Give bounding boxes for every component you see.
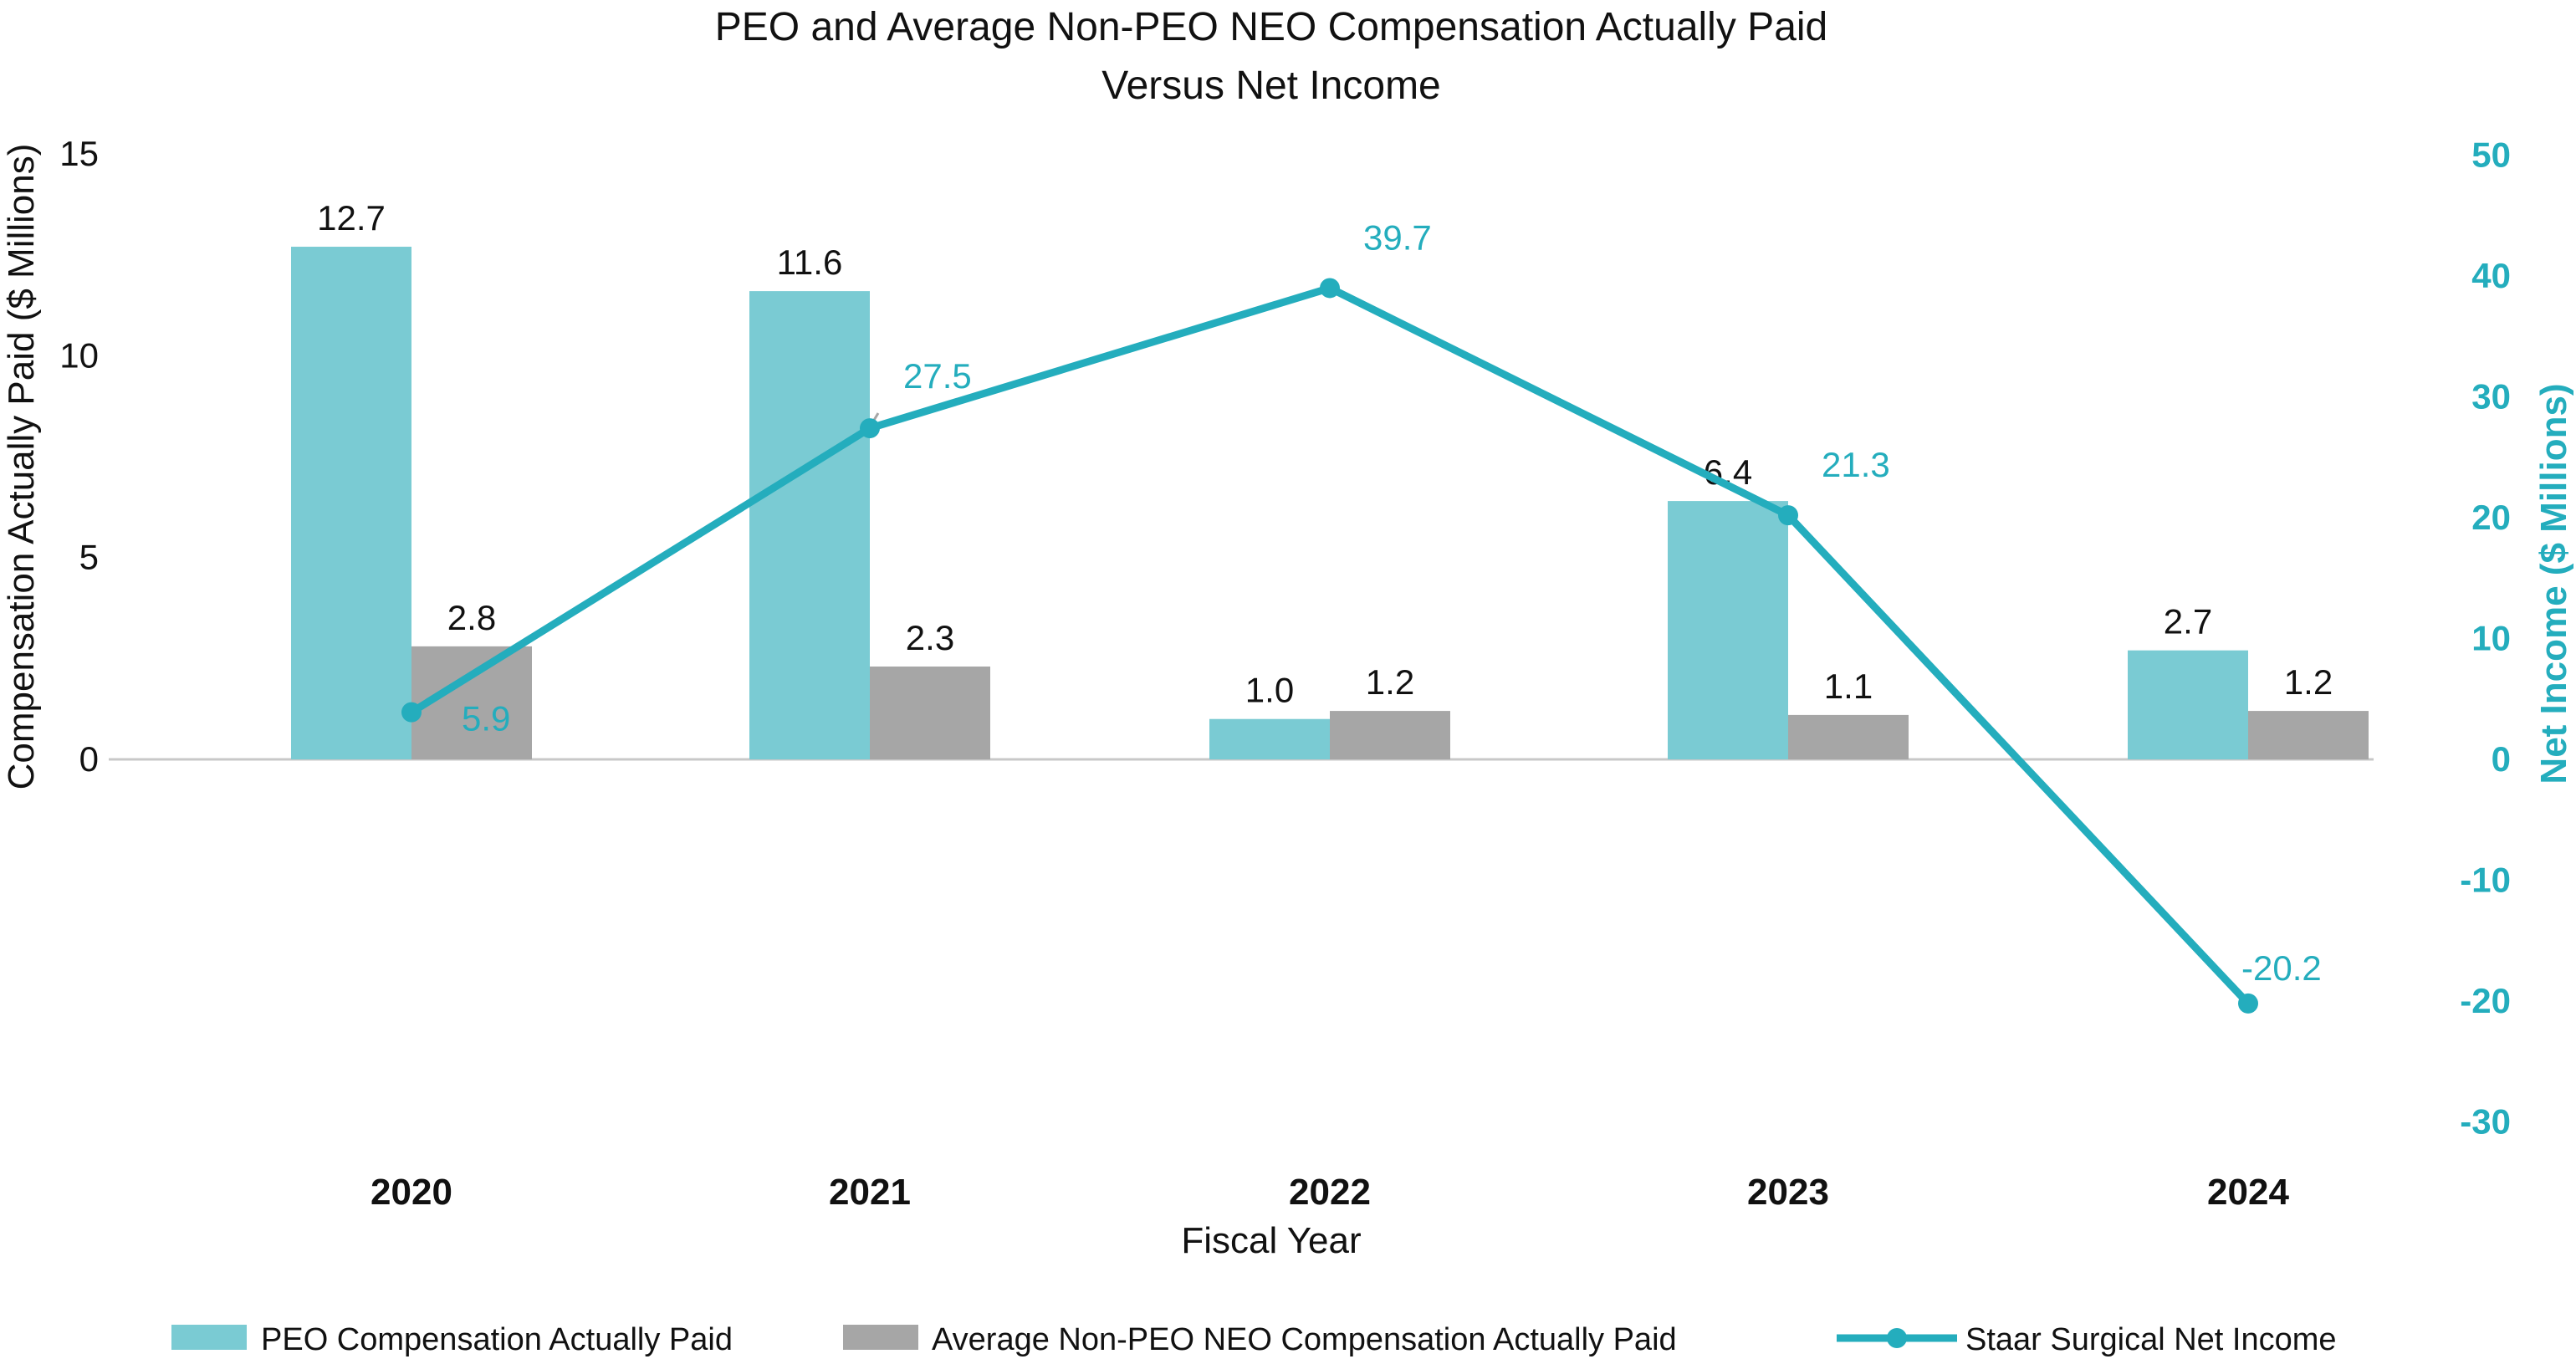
net-income-point-2024 — [2238, 993, 2258, 1014]
left-axis-ticks: 0 5 10 15 — [59, 134, 99, 779]
right-tick-label: 30 — [2471, 377, 2511, 416]
right-tick-label: 20 — [2471, 498, 2511, 537]
bar-neo-2021 — [870, 666, 990, 759]
bar-label-peo-2024: 2.7 — [2164, 602, 2212, 641]
right-tick-label: -10 — [2460, 861, 2511, 900]
net-income-label-2022: 39.7 — [1363, 217, 1432, 257]
y-axis-label-right: Net Income ($ Millions) — [2533, 383, 2574, 784]
left-tick-label: 0 — [79, 739, 99, 779]
net-income-labels-group: 5.9 27.5 39.7 21.3 -20.2 — [462, 217, 2322, 987]
bar-label-neo-2020: 2.8 — [447, 598, 496, 637]
right-tick-label: 50 — [2471, 135, 2511, 175]
net-income-label-2021: 27.5 — [903, 356, 972, 396]
chart-title-line-2: Versus Net Income — [1101, 64, 1441, 108]
bar-label-neo-2024: 1.2 — [2284, 662, 2333, 702]
legend-label-peo: PEO Compensation Actually Paid — [261, 1322, 733, 1357]
x-axis-label: Fiscal Year — [1181, 1220, 1361, 1261]
left-tick-label: 15 — [59, 134, 99, 173]
net-income-line — [409, 284, 2251, 1006]
right-tick-label: 0 — [2492, 739, 2511, 779]
net-income-point-2023 — [1778, 505, 1798, 526]
x-category-2024: 2024 — [2207, 1172, 2289, 1213]
x-category-2021: 2021 — [829, 1172, 911, 1213]
legend: PEO Compensation Actually Paid Average N… — [171, 1322, 2337, 1357]
net-income-point-2022 — [1320, 278, 1340, 299]
bar-label-neo-2022: 1.2 — [1366, 662, 1414, 702]
right-tick-label: -20 — [2460, 981, 2511, 1020]
left-tick-label: 10 — [59, 335, 99, 375]
bar-peo-2024 — [2128, 650, 2248, 759]
right-tick-label: 10 — [2471, 619, 2511, 658]
bar-neo-2023 — [1788, 714, 1909, 759]
bar-peo-2021 — [749, 291, 870, 759]
bar-peo-2020 — [291, 247, 411, 760]
x-axis-categories: 2020 2021 2022 2023 2024 — [371, 1172, 2289, 1213]
bar-neo-2024 — [2248, 711, 2369, 759]
bar-label-peo-2022: 1.0 — [1245, 671, 1294, 710]
legend-swatch-neo — [843, 1325, 918, 1350]
bar-labels-group: 12.711.61.06.42.72.82.31.2 1.1 1.2 — [317, 198, 2333, 710]
net-income-label-2020: 5.9 — [462, 699, 510, 738]
right-axis-ticks: -30 -20 -10 0 10 20 30 40 50 — [2460, 135, 2511, 1142]
net-income-label-2024: -20.2 — [2241, 948, 2322, 988]
bar-label-peo-2021: 11.6 — [777, 243, 843, 282]
x-category-2022: 2022 — [1289, 1172, 1371, 1213]
left-tick-label: 5 — [79, 538, 99, 577]
y-axis-label-left: Compensation Actually Paid ($ Millions) — [1, 144, 42, 790]
bar-peo-2022 — [1209, 718, 1330, 759]
legend-swatch-peo — [171, 1325, 247, 1350]
chart-title-line-1: PEO and Average Non-PEO NEO Compensation… — [715, 5, 1828, 49]
x-category-2023: 2023 — [1747, 1172, 1829, 1213]
bar-series-group — [291, 247, 2369, 760]
bar-label-peo-2020: 12.7 — [317, 198, 386, 238]
bar-neo-2022 — [1330, 711, 1450, 759]
bar-label-neo-2023: 1.1 — [1824, 667, 1873, 706]
net-income-label-2023: 21.3 — [1822, 445, 1890, 484]
right-tick-label: -30 — [2460, 1102, 2511, 1142]
bar-peo-2023 — [1668, 501, 1788, 759]
net-income-line-group — [401, 278, 2258, 1014]
x-category-2020: 2020 — [371, 1172, 452, 1213]
legend-label-neo: Average Non-PEO NEO Compensation Actuall… — [932, 1322, 1677, 1357]
legend-marker-net-income — [1887, 1328, 1907, 1348]
net-income-point-2020 — [401, 702, 422, 723]
bar-label-neo-2021: 2.3 — [906, 618, 954, 657]
net-income-point-2021 — [860, 418, 880, 439]
legend-label-net-income: Staar Surgical Net Income — [1965, 1322, 2337, 1357]
right-tick-label: 40 — [2471, 256, 2511, 295]
